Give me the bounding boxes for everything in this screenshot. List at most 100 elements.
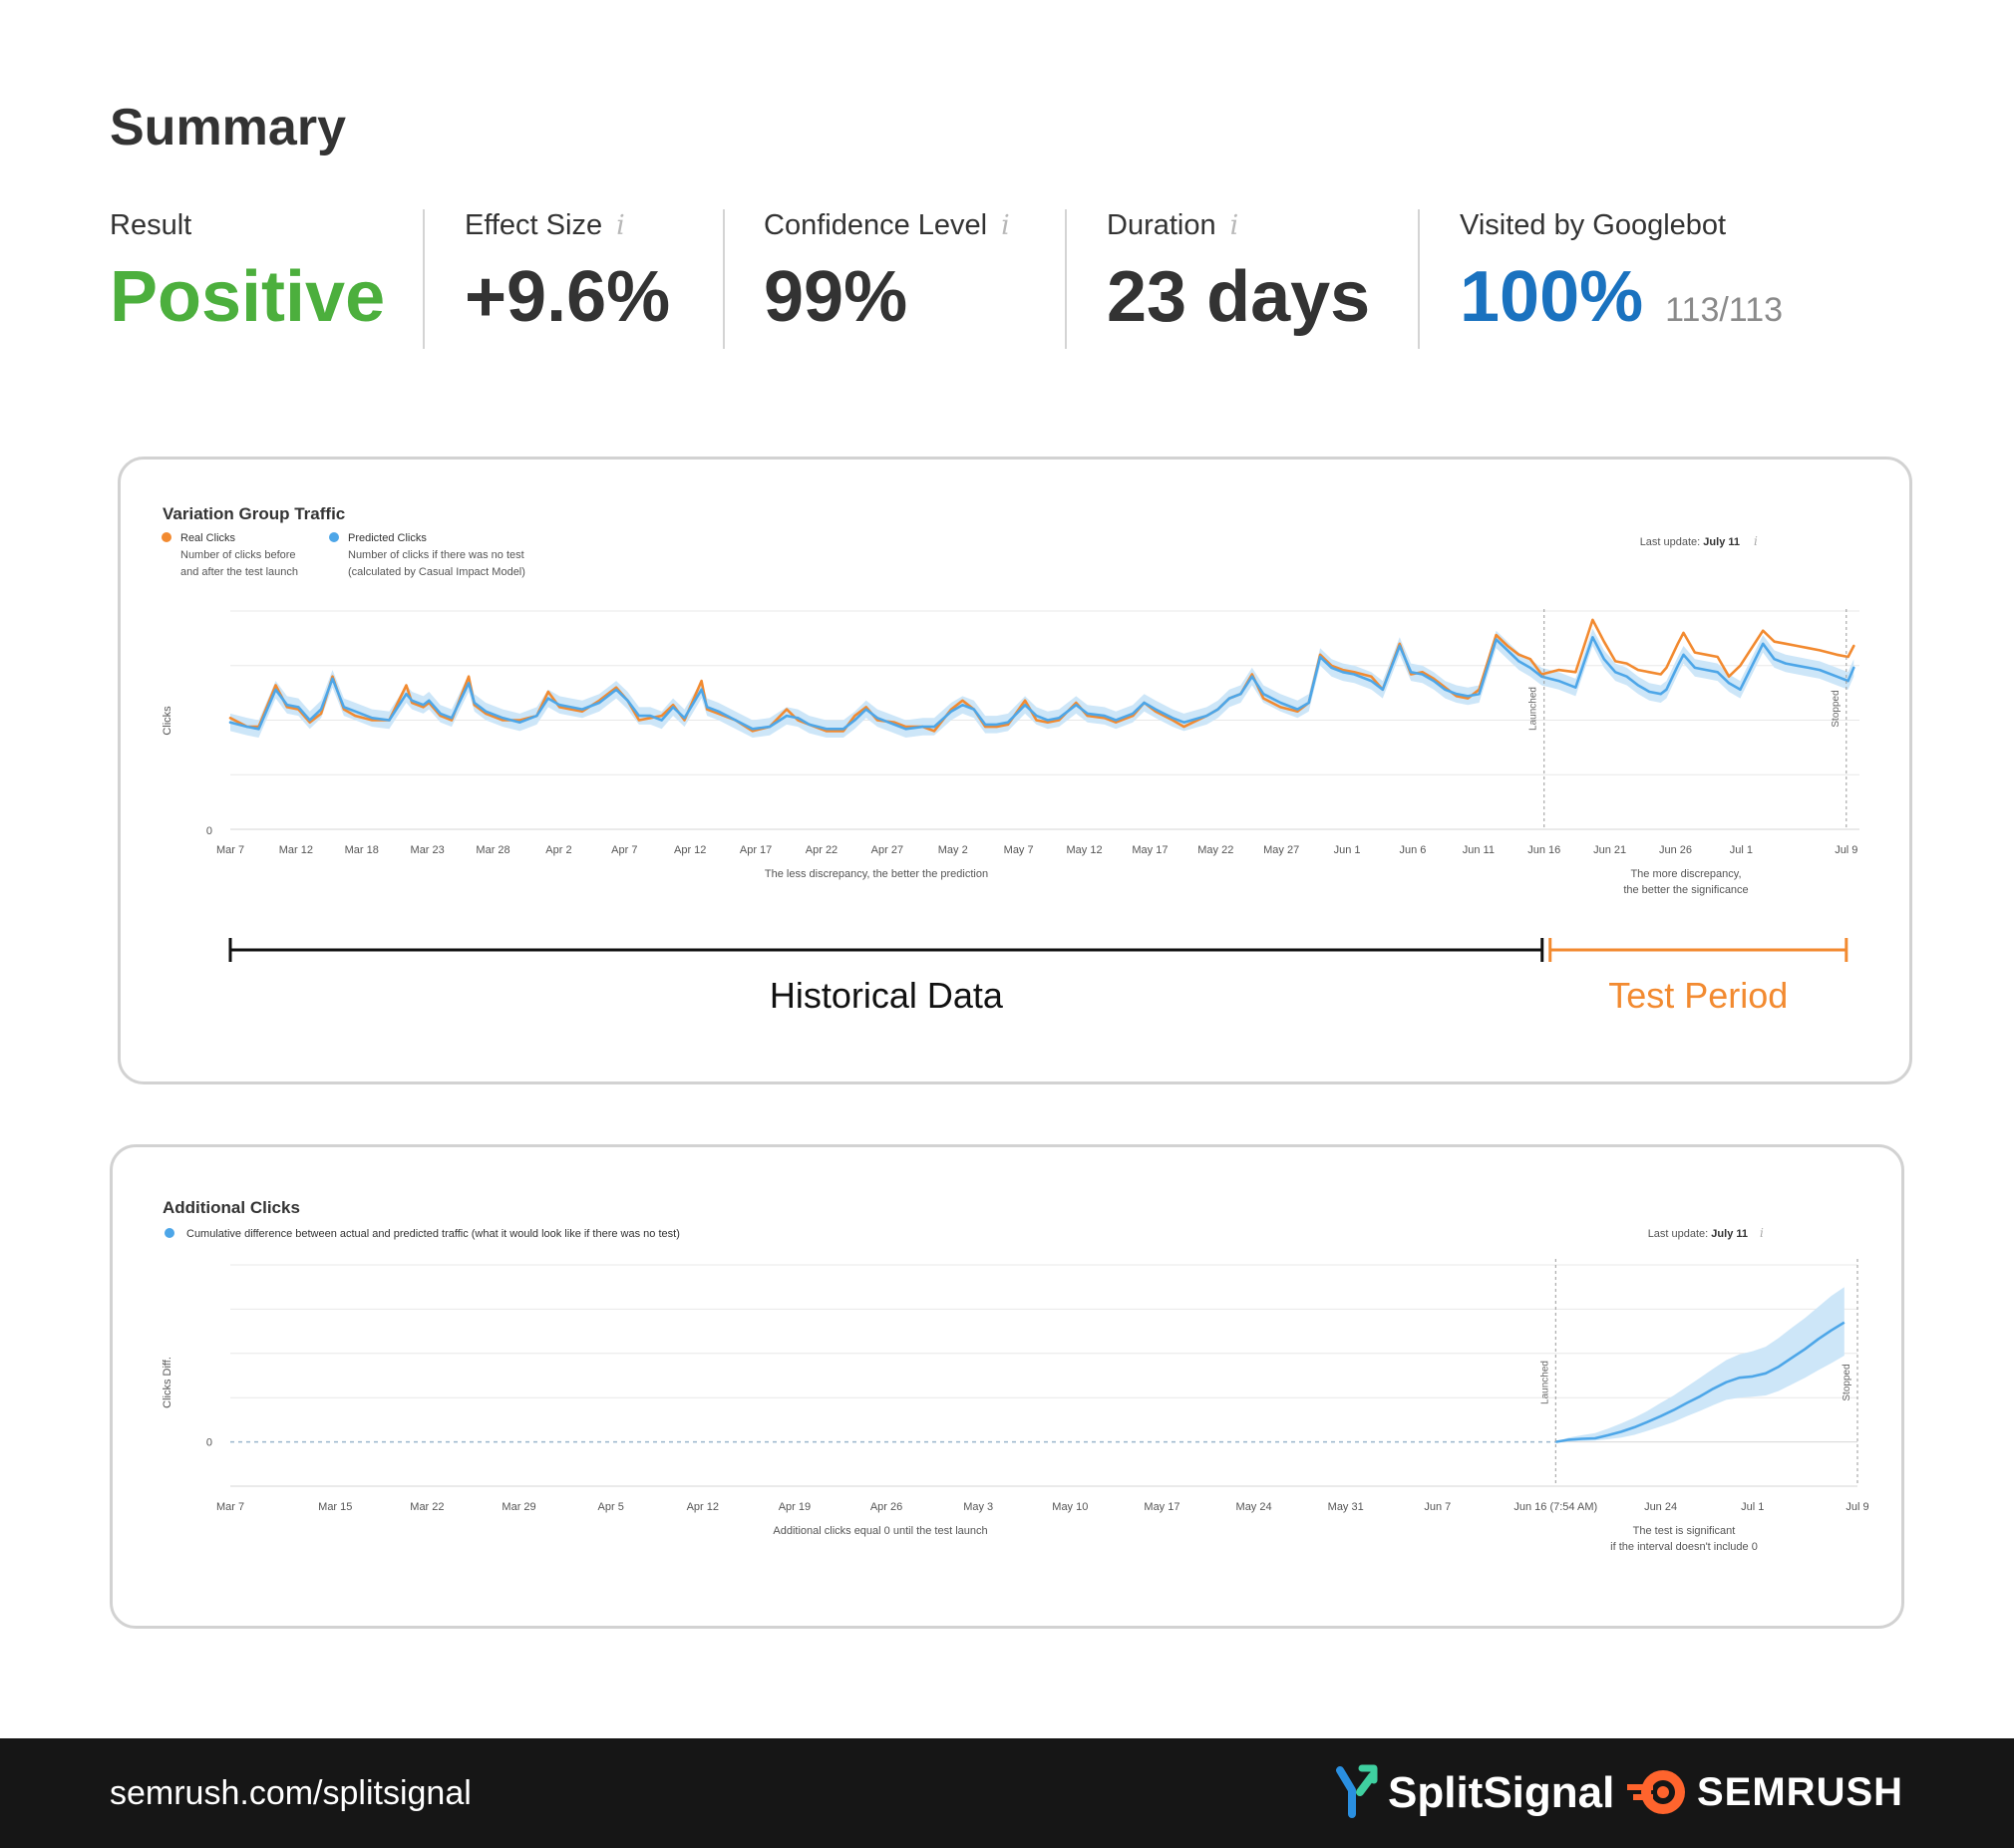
confidence-band (1555, 1287, 1845, 1442)
x-tick-label: May 17 (1144, 1501, 1179, 1513)
info-icon: i (1760, 1226, 1764, 1240)
period-label: Test Period (1608, 975, 1788, 1016)
x-tick-label: Mar 28 (476, 844, 509, 856)
last-update: Last update: July 11 (1640, 536, 1740, 548)
stat-label: Effect Size i (465, 209, 625, 241)
predicted-clicks-line (228, 636, 1855, 731)
stopped-marker-label: Stopped (1842, 1364, 1852, 1400)
info-icon: i (1754, 534, 1758, 548)
additional-clicks-card: Additional Clicks Cumulative difference b… (110, 1144, 1904, 1629)
note-left: Additional clicks equal 0 until the test… (773, 1525, 987, 1537)
x-tick-label: Jun 16 (7:54 AM) (1513, 1501, 1597, 1513)
real-clicks-line (228, 618, 1855, 733)
launched-marker-label: Launched (1539, 1361, 1550, 1404)
legend-desc: Number of clicks before (180, 549, 296, 561)
splitsignal-logo-icon (1336, 1764, 1378, 1818)
stat-divider (1065, 209, 1067, 349)
stat-sub-value: 113/113 (1665, 291, 1784, 329)
x-tick-label: Mar 12 (279, 844, 313, 856)
legend-marker (329, 532, 339, 542)
summary-stats: Result Positive Effect Size i +9.6% Confi… (110, 209, 1954, 349)
footer: semrush.com/splitsignal SplitSignal SEMR… (0, 1738, 2014, 1848)
x-tick-label: Jul 1 (1730, 844, 1753, 856)
additional-clicks-chart: Additional Clicks Cumulative difference b… (162, 1198, 1869, 1553)
note-left: The less discrepancy, the better the pre… (765, 868, 988, 880)
legend-desc: (calculated by Casual Impact Model) (348, 566, 525, 578)
chart-title: Variation Group Traffic (163, 504, 345, 523)
info-icon[interactable]: i (616, 210, 625, 241)
x-tick-label: May 27 (1263, 844, 1299, 856)
stat-value: +9.6% (465, 257, 671, 337)
note-right: The more discrepancy, (1630, 868, 1741, 880)
x-tick-label: Apr 12 (687, 1501, 719, 1513)
x-tick-label: Jun 26 (1659, 844, 1692, 856)
info-icon[interactable]: i (1229, 210, 1239, 241)
x-tick-label: Apr 27 (871, 844, 903, 856)
stat-result: Result Positive (110, 209, 385, 349)
footer-url[interactable]: semrush.com/splitsignal (110, 1774, 472, 1812)
x-tick-label: Mar 23 (411, 844, 445, 856)
x-tick-label: Jun 6 (1400, 844, 1427, 856)
x-tick-label: Apr 22 (806, 844, 838, 856)
launched-marker-label: Launched (1528, 687, 1539, 731)
last-update: Last update: July 11 (1648, 1228, 1748, 1240)
y-tick-label: 0 (206, 825, 212, 837)
legend-label: Predicted Clicks (348, 532, 427, 544)
note-right: The test is significant (1633, 1525, 1736, 1537)
x-tick-label: Apr 19 (779, 1501, 811, 1513)
x-tick-label: Apr 7 (611, 844, 637, 856)
x-tick-label: Mar 22 (410, 1501, 444, 1513)
x-tick-label: Jul 9 (1835, 844, 1857, 856)
variation-traffic-card: Variation Group Traffic Real Clicks Number… (118, 457, 1912, 1084)
legend-label: Real Clicks (180, 532, 236, 544)
legend-marker (165, 1228, 174, 1238)
chart-title: Additional Clicks (163, 1198, 300, 1217)
x-tick-label: Mar 29 (502, 1501, 535, 1513)
x-tick-label: May 2 (938, 844, 968, 856)
summary-title: Summary (110, 99, 346, 156)
semrush-logo-text: SEMRUSH (1697, 1770, 1904, 1814)
y-tick-label: 0 (206, 1437, 212, 1449)
x-tick-label: May 31 (1328, 1501, 1364, 1513)
stat-value: 99% (764, 257, 908, 337)
x-tick-label: Apr 17 (740, 844, 772, 856)
x-tick-label: May 3 (963, 1501, 993, 1513)
period-label: Historical Data (770, 975, 1004, 1016)
x-tick-label: Jun 1 (1334, 844, 1361, 856)
x-tick-label: May 22 (1197, 844, 1233, 856)
x-tick-label: Jun 24 (1644, 1501, 1677, 1513)
legend-desc: and after the test launch (180, 566, 298, 578)
y-axis-label: Clicks Diff. (162, 1357, 173, 1408)
x-tick-label: Jun 16 (1527, 844, 1560, 856)
x-tick-label: Mar 15 (318, 1501, 352, 1513)
legend-marker (162, 532, 171, 542)
variation-traffic-chart: Variation Group Traffic Real Clicks Number… (162, 504, 1859, 1016)
y-axis-label: Clicks (162, 706, 173, 736)
stat-value: Positive (110, 257, 386, 337)
stat-googlebot: Visited by Googlebot 100% 113/113 (1460, 209, 1783, 349)
stopped-marker-label: Stopped (1831, 690, 1842, 727)
x-tick-label: Apr 5 (598, 1501, 624, 1513)
last-update-date: July 11 (1711, 1228, 1748, 1240)
stat-divider (723, 209, 725, 349)
x-tick-label: Jul 1 (1741, 1501, 1764, 1513)
x-tick-label: Apr 26 (870, 1501, 902, 1513)
x-tick-label: Jun 7 (1424, 1501, 1451, 1513)
stat-effect-size: Effect Size i +9.6% (465, 209, 670, 349)
last-update-date: July 11 (1703, 536, 1740, 548)
stat-value: 23 days (1107, 257, 1371, 337)
cumulative-difference-line (1555, 1321, 1846, 1443)
x-tick-label: Jul 9 (1846, 1501, 1868, 1513)
stat-duration: Duration i 23 days (1107, 209, 1370, 349)
note-right: if the interval doesn't include 0 (1610, 1541, 1758, 1553)
x-tick-label: May 12 (1066, 844, 1102, 856)
note-right: the better the significance (1623, 884, 1748, 896)
splitsignal-logo-text: SplitSignal (1388, 1768, 1615, 1817)
info-icon[interactable]: i (1001, 210, 1010, 241)
x-tick-label: May 10 (1052, 1501, 1088, 1513)
x-tick-label: Jun 21 (1593, 844, 1626, 856)
stat-label: Result (110, 209, 192, 241)
x-tick-label: Apr 12 (674, 844, 706, 856)
semrush-logo-icon (1627, 1770, 1685, 1814)
stat-confidence-level: Confidence Level i 99% (764, 209, 1010, 349)
